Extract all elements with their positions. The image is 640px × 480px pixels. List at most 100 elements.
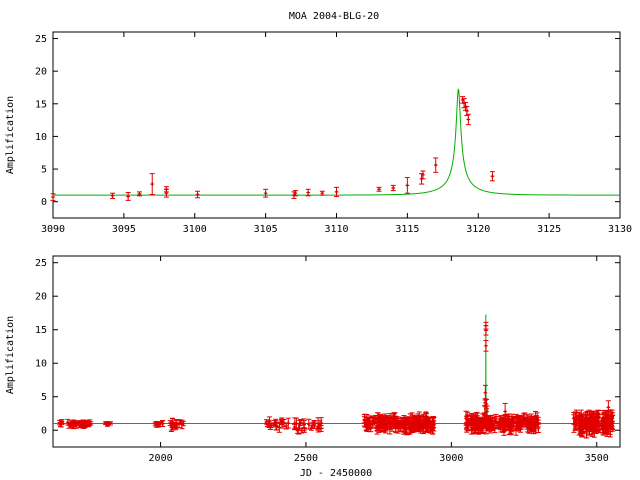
data-point: [292, 423, 298, 431]
data-point: [404, 177, 410, 194]
data-point: [180, 420, 186, 427]
point-marker: [596, 420, 600, 424]
point-marker: [521, 416, 526, 421]
y-tick-label: 15: [35, 325, 47, 336]
point-marker: [610, 416, 614, 421]
data-point: [374, 416, 380, 423]
point-marker: [464, 425, 469, 430]
data-point: [156, 422, 162, 428]
panel-full-season: Amplification JD - 2450000 0 5 10 15 20 25 200…: [5, 255, 621, 479]
data-point: [414, 420, 420, 428]
point-marker: [405, 183, 410, 188]
data-point: [283, 422, 289, 430]
y-tick-label: 10: [35, 132, 47, 143]
plot-frame: [52, 255, 621, 448]
point-marker: [485, 409, 489, 414]
x-tick-label: 3130: [608, 224, 632, 235]
point-marker: [488, 419, 493, 424]
data-point: [306, 418, 312, 430]
data-point: [517, 415, 523, 430]
point-marker: [57, 420, 62, 425]
point-marker: [296, 426, 301, 431]
data-point: [319, 190, 325, 196]
data-point: [263, 188, 269, 198]
point-marker: [507, 425, 511, 430]
point-marker: [271, 423, 276, 427]
point-marker: [421, 173, 425, 177]
point-marker: [601, 426, 605, 430]
data-point: [399, 416, 405, 426]
data-point: [50, 193, 56, 201]
data-point: [484, 405, 490, 418]
point-marker: [589, 421, 593, 426]
data-point: [390, 184, 396, 192]
y-tick-label: 0: [41, 197, 47, 208]
data-point: [76, 420, 82, 425]
point-marker: [181, 421, 186, 426]
x-tick-label: 3110: [324, 224, 348, 235]
point-marker: [573, 419, 577, 424]
point-marker: [126, 194, 130, 199]
data-point: [85, 420, 91, 427]
point-marker: [425, 425, 430, 429]
point-marker: [153, 422, 158, 426]
point-marker: [77, 420, 81, 425]
data-point: [380, 415, 386, 424]
data-point: [334, 186, 339, 197]
point-marker: [312, 421, 316, 426]
x-tick-label: 3105: [254, 224, 278, 235]
data-point: [480, 421, 486, 433]
data-point: [387, 413, 393, 425]
point-marker: [417, 425, 422, 430]
point-marker: [606, 405, 611, 410]
point-marker: [174, 420, 178, 425]
point-marker: [433, 163, 438, 167]
data-point: [173, 419, 179, 426]
point-marker: [381, 417, 385, 422]
y-tick-label: 20: [35, 67, 47, 78]
data-point: [469, 412, 475, 425]
data-point: [605, 422, 611, 436]
data-point: [420, 170, 426, 180]
point-marker: [268, 423, 273, 428]
point-marker: [391, 186, 395, 190]
point-marker: [69, 420, 74, 425]
point-marker: [476, 426, 481, 431]
x-tick-label: 3090: [41, 224, 65, 235]
point-marker: [137, 192, 142, 196]
point-marker: [598, 427, 602, 431]
point-marker: [410, 417, 415, 422]
point-marker: [280, 422, 284, 426]
point-marker: [533, 426, 538, 430]
point-marker: [150, 182, 155, 186]
data-point: [412, 424, 418, 433]
data-point: [311, 419, 317, 427]
data-point: [271, 422, 277, 428]
point-marker: [277, 425, 282, 430]
data-point: [57, 419, 63, 426]
y-tick-label: 25: [35, 258, 47, 269]
data-point: [433, 157, 439, 173]
x-tick-label: 2000: [149, 453, 173, 464]
data-point: [136, 191, 142, 197]
data-point: [103, 421, 109, 425]
data-point: [523, 419, 529, 428]
point-marker: [490, 174, 495, 179]
data-point: [506, 420, 512, 436]
data-point: [532, 422, 538, 434]
data-point: [163, 186, 169, 193]
y-axis-label: Amplification: [5, 96, 16, 174]
data-point: [318, 417, 324, 429]
point-marker: [293, 191, 298, 195]
point-marker: [319, 421, 324, 425]
point-marker: [482, 411, 487, 416]
y-tick-label: 20: [35, 292, 47, 303]
data-point: [584, 417, 590, 433]
data-point: [178, 420, 184, 425]
point-marker: [391, 418, 396, 423]
point-marker: [81, 420, 85, 425]
data-point: [195, 190, 201, 199]
point-marker: [364, 424, 369, 429]
point-marker: [309, 426, 314, 430]
